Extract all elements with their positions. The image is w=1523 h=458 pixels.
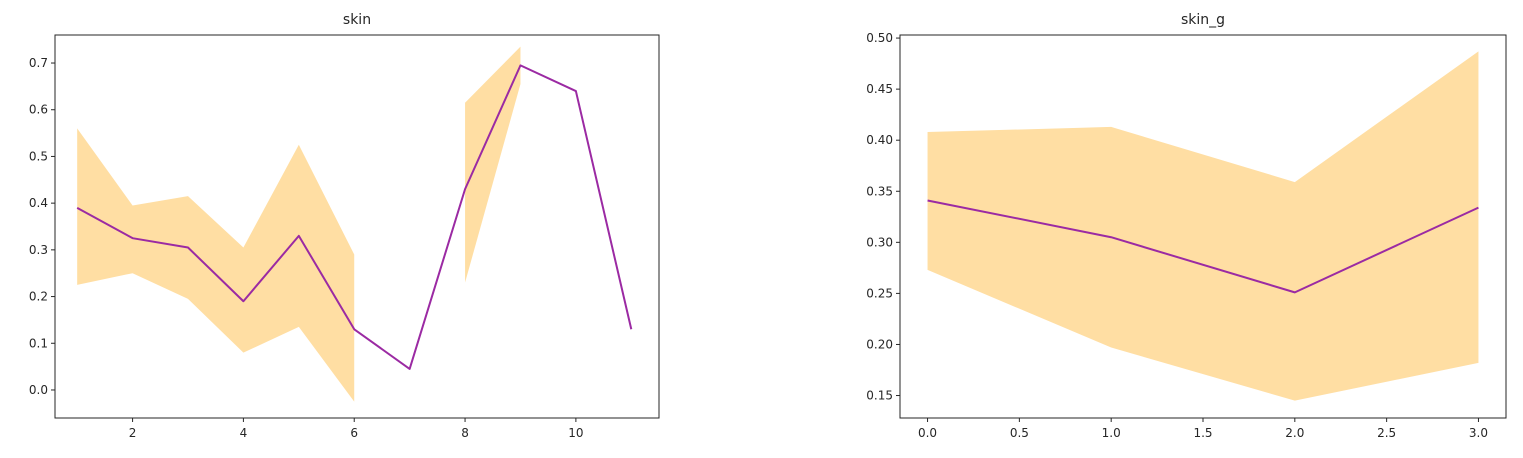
- x-tick-label: 4: [240, 426, 248, 440]
- chart-title: skin: [343, 12, 371, 28]
- x-tick-label: 1.0: [1102, 426, 1121, 440]
- x-tick-label: 2.0: [1285, 426, 1304, 440]
- y-tick-label: 0.3: [29, 243, 48, 257]
- x-tick-label: 2.5: [1377, 426, 1396, 440]
- y-tick-label: 0.0: [29, 383, 48, 397]
- x-tick-label: 2: [129, 426, 137, 440]
- subplot-skin-g: skin_g 0.0 0.5 1.0 1.5 2.0 2.5 3.0 0.15 0.20 0.25…: [866, 12, 1507, 440]
- y-tick-label: 0.7: [29, 56, 48, 70]
- y-tick-label: 0.50: [866, 31, 893, 45]
- y-tick-label: 0.20: [866, 337, 893, 351]
- y-tick-label: 0.30: [866, 235, 893, 249]
- x-tick-label: 3.0: [1469, 426, 1488, 440]
- y-tick-label: 0.4: [29, 196, 48, 210]
- x-tick-label: 0.0: [918, 426, 937, 440]
- y-tick-label: 0.6: [29, 103, 48, 117]
- y-tick-label: 0.5: [29, 149, 48, 163]
- x-tick-label: 10: [568, 426, 583, 440]
- y-tick-label: 0.1: [29, 336, 48, 350]
- confidence-band-0: [927, 51, 1479, 401]
- y-tick-label: 0.25: [866, 286, 893, 300]
- x-tick-label: 8: [461, 426, 469, 440]
- x-tick-label: 0.5: [1010, 426, 1029, 440]
- y-tick-label: 0.45: [866, 82, 893, 96]
- chart-title: skin_g: [1181, 12, 1225, 28]
- y-tick-label: 0.15: [866, 389, 893, 403]
- plot-frame: [54, 34, 660, 419]
- x-tick-label: 1.5: [1193, 426, 1212, 440]
- confidence-band-0: [77, 128, 355, 402]
- confidence-band-1: [465, 46, 521, 283]
- y-tick-label: 0.40: [866, 133, 893, 147]
- y-tick-label: 0.35: [866, 184, 893, 198]
- subplot-skin: skin 2 4 6 8 10 0.0 0.1 0.2 0.3 0.4 0.5 0.6 0.7: [29, 12, 660, 440]
- series-line-0: [927, 199, 1479, 294]
- x-tick-label: 6: [350, 426, 358, 440]
- y-tick-label: 0.2: [29, 290, 48, 304]
